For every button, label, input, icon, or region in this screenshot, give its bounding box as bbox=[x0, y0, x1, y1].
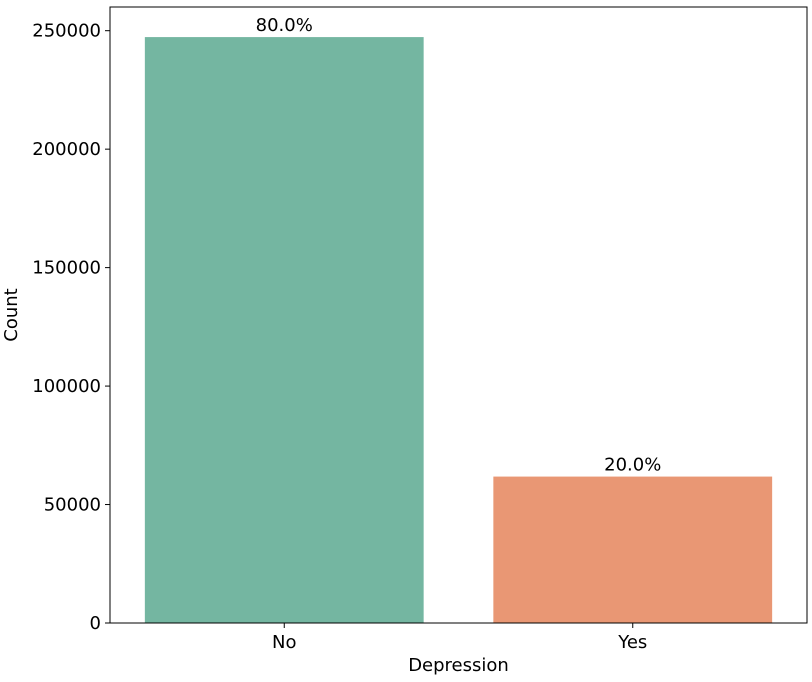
bars bbox=[144, 37, 773, 623]
y-tick-label: 50000 bbox=[44, 495, 101, 516]
y-tick-label: 0 bbox=[90, 613, 101, 634]
y-axis-ticks: 0 50000 100000 150000 200000 250000 bbox=[32, 21, 110, 634]
y-tick-label: 100000 bbox=[32, 376, 101, 397]
bar-value-labels: 80.0% 20.0% bbox=[256, 15, 662, 475]
y-tick-label: 250000 bbox=[32, 21, 101, 42]
bar-yes bbox=[493, 476, 773, 623]
plot-frame bbox=[109, 6, 808, 624]
bar-value-label: 80.0% bbox=[256, 15, 313, 36]
bar-value-label: 20.0% bbox=[604, 455, 661, 476]
y-axis-label: Count bbox=[1, 288, 22, 341]
x-axis-label: Depression bbox=[408, 655, 509, 676]
y-tick-label: 150000 bbox=[32, 258, 101, 279]
x-tick-label: No bbox=[272, 632, 296, 653]
bar-no bbox=[144, 37, 424, 623]
x-axis-ticks: No Yes bbox=[272, 623, 647, 653]
y-tick-label: 200000 bbox=[32, 139, 101, 160]
x-tick-label: Yes bbox=[617, 632, 647, 653]
